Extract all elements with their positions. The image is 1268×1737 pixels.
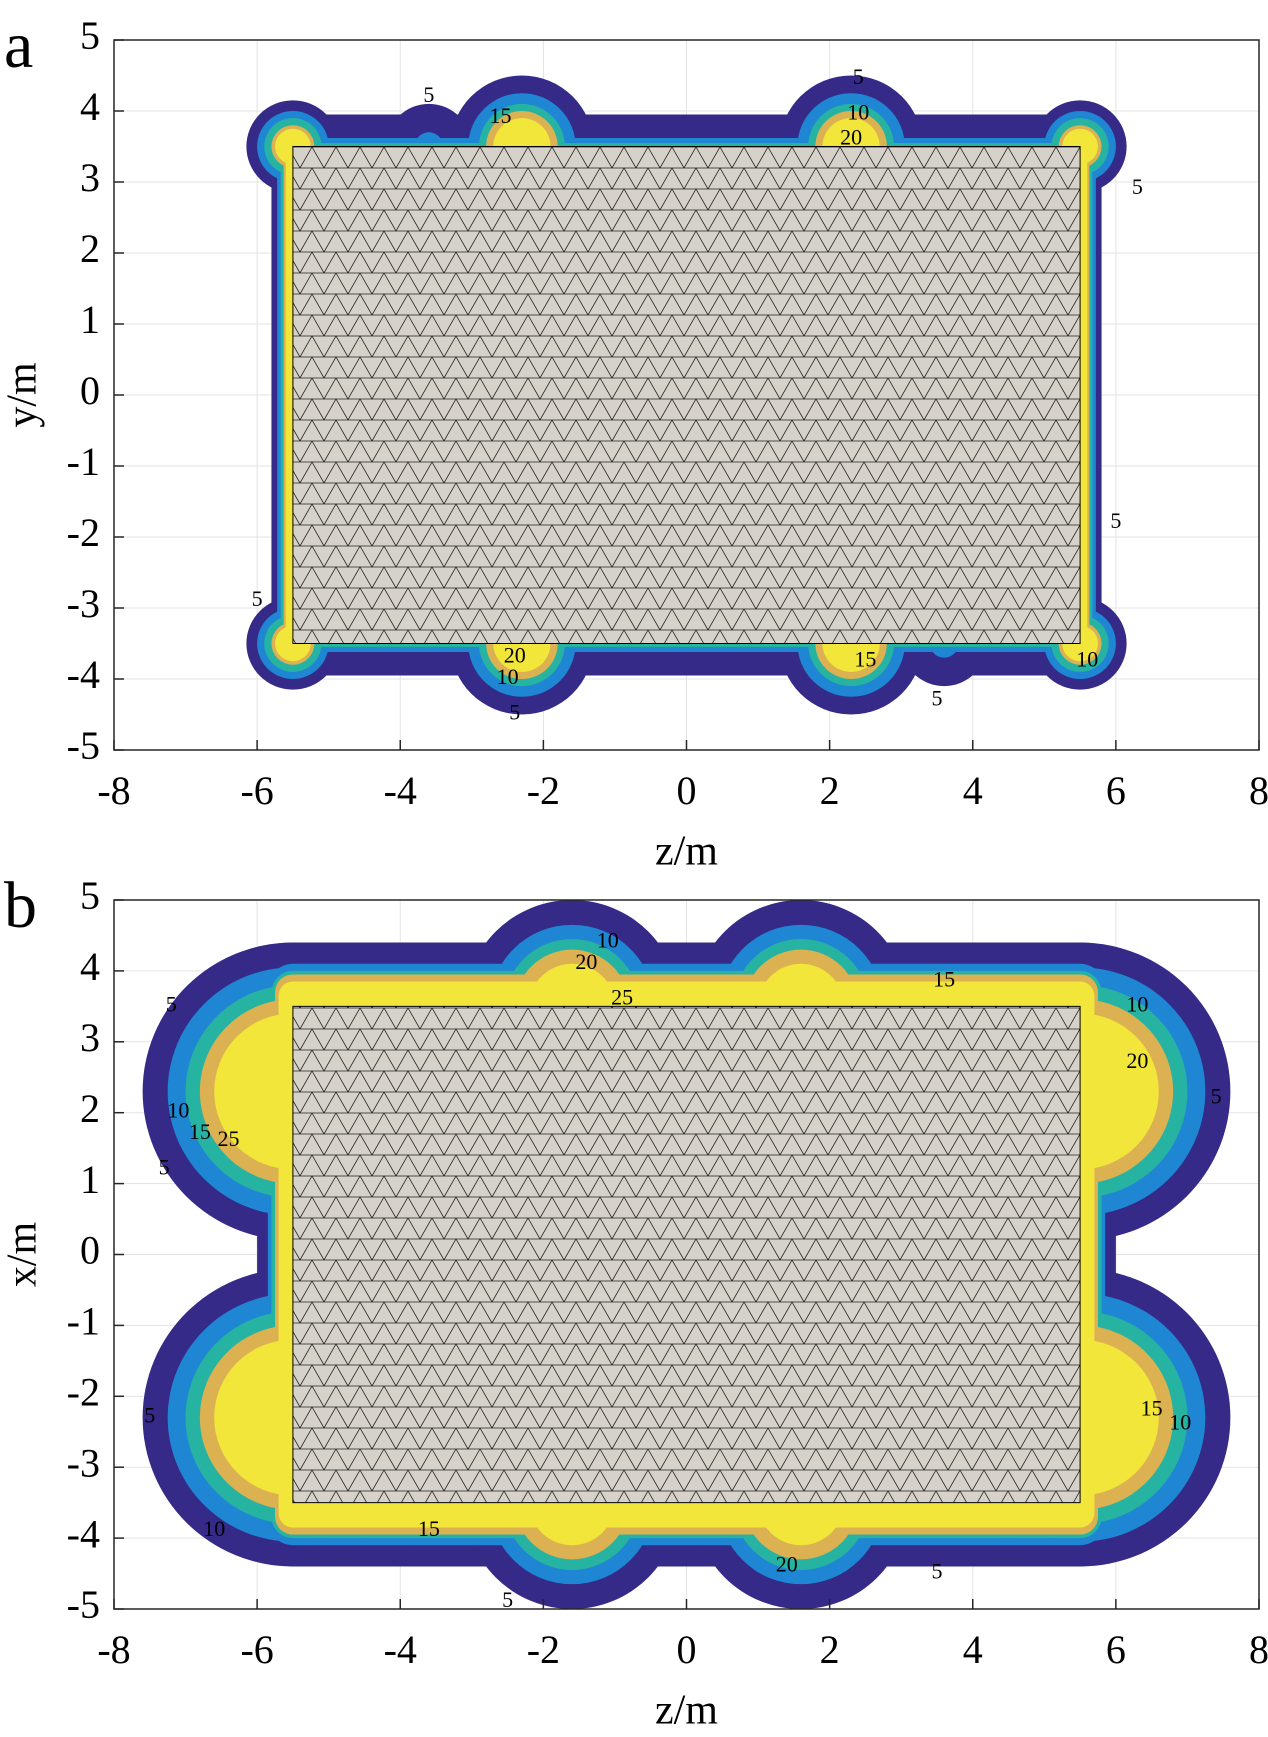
- panel-label: b: [4, 869, 37, 942]
- contour-label: 5: [423, 82, 434, 107]
- structure-mesh: [292, 1005, 1081, 1504]
- contour-label: 10: [1126, 991, 1148, 1016]
- contour-label: 10: [167, 1098, 189, 1123]
- y-tick-label: -2: [67, 510, 100, 555]
- contour-label: 5: [1132, 174, 1143, 199]
- y-tick-label: 5: [80, 13, 100, 58]
- x-axis-label: z/m: [655, 829, 718, 875]
- y-tick-label: 0: [80, 368, 100, 413]
- contour-label: 20: [575, 949, 597, 974]
- panel-label: a: [4, 9, 33, 82]
- x-tick-label: -4: [384, 768, 417, 813]
- y-tick-label: -2: [67, 1369, 100, 1414]
- contour-label: 10: [497, 664, 519, 689]
- contour-label: 5: [853, 64, 864, 89]
- y-tick-label: 0: [80, 1228, 100, 1273]
- x-tick-label: 0: [677, 1627, 697, 1672]
- y-tick-label: 2: [80, 226, 100, 271]
- y-tick-label: -5: [67, 723, 100, 768]
- contour-label: 10: [847, 100, 869, 125]
- y-axis-label: x/m: [0, 1222, 46, 1288]
- y-tick-label: -4: [67, 1511, 100, 1556]
- y-tick-label: -1: [67, 439, 100, 484]
- y-tick-label: 1: [80, 1157, 100, 1202]
- contour-label: 5: [1110, 508, 1121, 533]
- contour-label: 15: [489, 103, 511, 128]
- y-tick-label: 5: [80, 873, 100, 918]
- x-tick-label: -2: [527, 1627, 560, 1672]
- x-tick-label: -6: [240, 1627, 273, 1672]
- contour-label: 10: [597, 928, 619, 953]
- x-tick-label: 8: [1249, 768, 1268, 813]
- y-tick-label: 4: [80, 944, 100, 989]
- contour-label: 15: [854, 646, 876, 671]
- x-tick-label: 8: [1249, 1627, 1268, 1672]
- contour-label: 10: [1169, 1410, 1191, 1435]
- x-tick-label: 0: [677, 768, 697, 813]
- contour-label: 20: [1126, 1048, 1148, 1073]
- contour-label: 5: [1211, 1084, 1222, 1109]
- y-tick-label: 3: [80, 1015, 100, 1060]
- x-tick-label: -6: [240, 768, 273, 813]
- x-tick-label: -8: [97, 1627, 130, 1672]
- y-tick-label: -1: [67, 1299, 100, 1344]
- y-tick-label: 2: [80, 1086, 100, 1131]
- structure-mesh: [292, 146, 1081, 644]
- contour-label: 5: [931, 685, 942, 710]
- contour-label: 10: [1076, 646, 1098, 671]
- x-tick-label: -4: [384, 1627, 417, 1672]
- contour-label: 20: [504, 643, 526, 668]
- contour-label: 10: [203, 1516, 225, 1541]
- x-tick-label: -2: [527, 768, 560, 813]
- contour-label: 20: [776, 1552, 798, 1577]
- x-tick-label: 2: [820, 1627, 840, 1672]
- contour-label: 5: [144, 1403, 155, 1428]
- x-tick-label: 6: [1106, 768, 1126, 813]
- contour-label: 5: [166, 991, 177, 1016]
- contour-label: 5: [502, 1587, 513, 1612]
- y-tick-label: -4: [67, 652, 100, 697]
- y-tick-label: 1: [80, 297, 100, 342]
- x-tick-label: 4: [963, 1627, 983, 1672]
- contour-label: 25: [218, 1126, 240, 1151]
- contour-label: 15: [189, 1119, 211, 1144]
- y-tick-label: 3: [80, 155, 100, 200]
- y-tick-label: -3: [67, 1440, 100, 1485]
- contour-label: 20: [840, 124, 862, 149]
- contour-label: 15: [1141, 1396, 1163, 1421]
- contour-label: 25: [611, 984, 633, 1009]
- y-axis-label: y/m: [0, 362, 46, 428]
- y-tick-label: -3: [67, 581, 100, 626]
- contour-label: 15: [933, 967, 955, 992]
- y-tick-label: -5: [67, 1582, 100, 1627]
- x-axis-label: z/m: [655, 1688, 718, 1734]
- contour-label: 5: [509, 700, 520, 725]
- contour-label: 15: [418, 1516, 440, 1541]
- x-tick-label: 2: [820, 768, 840, 813]
- contour-label: 5: [931, 1559, 942, 1584]
- y-tick-label: 4: [80, 84, 100, 129]
- contour-label: 5: [252, 586, 263, 611]
- contour-label: 5: [159, 1154, 170, 1179]
- x-tick-label: -8: [97, 768, 130, 813]
- x-tick-label: 4: [963, 768, 983, 813]
- x-tick-label: 6: [1106, 1627, 1126, 1672]
